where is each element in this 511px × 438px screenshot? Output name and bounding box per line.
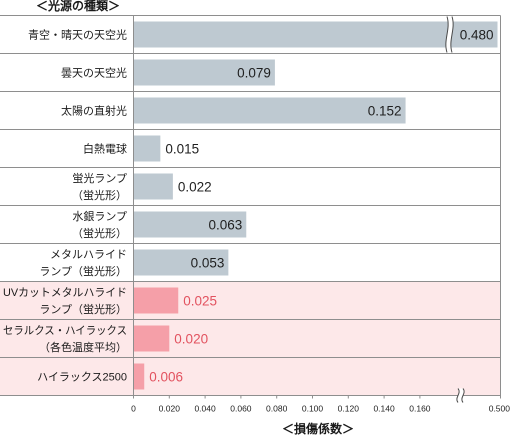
category-label: セラルクス・ハイラックス （各色温度平均）	[3, 324, 127, 354]
value-label: 0.020	[174, 332, 208, 347]
x-axis-title: ＜損傷係数＞	[282, 421, 354, 436]
x-tick-label: 0.500	[489, 404, 511, 414]
category-label-line: UVカットメタルハライド	[3, 286, 127, 299]
x-axis-break-mark	[456, 388, 465, 403]
x-tick-label: 0.100	[302, 404, 324, 414]
bar	[133, 59, 275, 86]
category-label-line: 青空・晴天の天空光	[28, 28, 127, 42]
value-label: 0.053	[191, 256, 225, 271]
category-label-line: 白熱電球	[83, 142, 127, 156]
break-gap	[456, 388, 465, 403]
value-label: 0.480	[460, 28, 494, 43]
category-label-line: 太陽の直射光	[61, 104, 127, 118]
bar	[133, 249, 229, 276]
category-label-line: ランプ（蛍光形）	[39, 302, 127, 316]
category-label-line: メタルハライド	[50, 248, 127, 261]
value-label: 0.079	[237, 66, 271, 81]
plot-lines	[0, 15, 501, 399]
value-label: 0.022	[178, 180, 212, 195]
axis-break-marks	[445, 16, 465, 403]
x-tick-label: 0	[131, 404, 136, 414]
category-label: 蛍光ランプ （蛍光形）	[72, 171, 127, 202]
x-tick-label: 0.040	[194, 404, 216, 414]
x-tick-label: 0.140	[373, 404, 395, 414]
category-label-line: （蛍光形）	[72, 188, 127, 202]
value-label: 0.015	[165, 142, 199, 157]
category-label: 白熱電球	[83, 142, 127, 156]
category-label-line: （各色温度平均）	[39, 340, 127, 354]
category-label-line: 水銀ランプ	[72, 209, 127, 223]
bar	[133, 363, 145, 390]
category-label-line: 曇天の天空光	[61, 66, 127, 80]
category-label-line: ランプ（蛍光形）	[39, 264, 127, 278]
highlight-row-background	[0, 357, 501, 396]
category-label: 曇天の天空光	[61, 66, 127, 80]
category-label-line: （蛍光形）	[72, 226, 127, 240]
break-line	[450, 16, 454, 53]
category-label-line: 蛍光ランプ	[72, 171, 127, 185]
break-line	[456, 388, 460, 403]
value-label: 0.063	[208, 218, 242, 233]
bar	[133, 211, 247, 238]
x-tick-label: 0.060	[230, 404, 252, 414]
bar	[133, 21, 498, 48]
category-label-line: ハイラックス2500	[37, 371, 127, 384]
x-tick-label: 0.020	[159, 404, 181, 414]
break-line	[445, 16, 449, 53]
highlight-row-background	[0, 281, 501, 320]
bar-break-mark	[445, 16, 454, 53]
category-label: 太陽の直射光	[61, 104, 127, 118]
highlight-row-background	[0, 319, 501, 358]
bar	[133, 325, 170, 352]
value-label: 0.006	[149, 370, 183, 385]
bar	[133, 287, 179, 314]
x-tick-label: 0.160	[409, 404, 431, 414]
category-label: ハイラックス2500	[37, 371, 127, 384]
break-gap	[445, 16, 454, 53]
bar	[133, 173, 173, 200]
x-tick-label: 0.120	[338, 404, 360, 414]
break-line	[461, 388, 465, 403]
bar	[133, 135, 161, 162]
bars	[133, 21, 498, 390]
value-label: 0.025	[183, 294, 217, 309]
category-label: 水銀ランプ （蛍光形）	[72, 209, 127, 240]
row-backgrounds	[0, 281, 501, 396]
chart-labels: 青空・晴天の天空光 0.480 曇天の天空光 0.079 太陽の直射光 0.152 白熱電球…	[3, 28, 510, 414]
y-axis-title: ＜光源の種類＞	[36, 0, 120, 13]
category-label: メタルハライドランプ（蛍光形）	[39, 248, 127, 278]
value-label: 0.152	[368, 104, 402, 119]
category-label-line: セラルクス・ハイラックス	[3, 324, 127, 337]
category-label: UVカットメタルハライドランプ（蛍光形）	[3, 286, 127, 316]
category-label: 青空・晴天の天空光	[28, 28, 127, 42]
x-tick-label: 0.080	[266, 404, 288, 414]
bar	[133, 97, 406, 124]
